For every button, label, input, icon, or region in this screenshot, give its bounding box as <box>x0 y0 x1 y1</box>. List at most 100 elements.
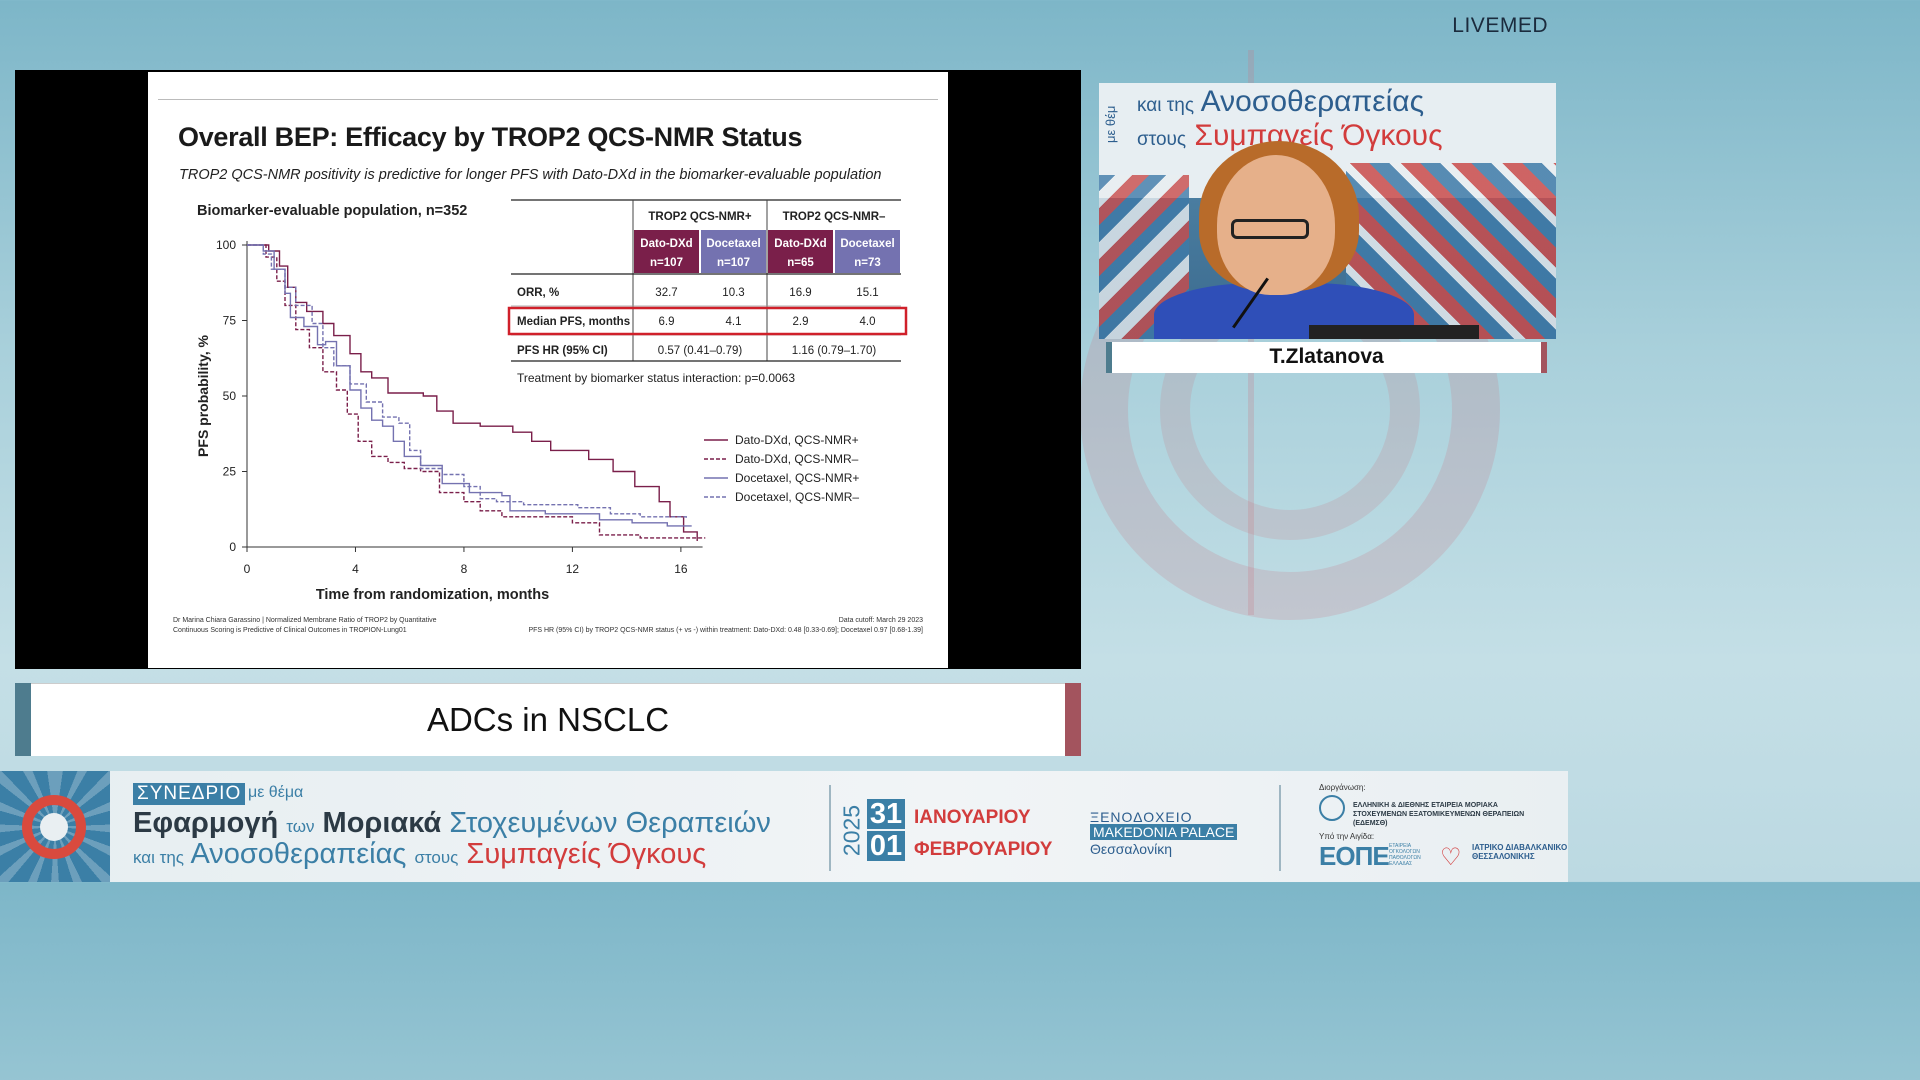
logo-med: MED <box>1499 14 1548 37</box>
date-day-start: 31 <box>867 799 905 829</box>
table-arm-header-bg <box>835 230 900 273</box>
x-tick-label: 4 <box>352 562 359 576</box>
table-row-label: ORR, % <box>517 287 559 299</box>
y-tick-label: 25 <box>223 465 237 479</box>
table-arm-n: n=107 <box>717 257 750 269</box>
date-month-end: ΦΕΒΡΟΥΑΡΙΟΥ <box>914 839 1053 860</box>
venue-city: Θεσσαλονίκη <box>1090 841 1172 857</box>
organizer-emblem-icon <box>1319 795 1345 821</box>
heart-icon: ♡ <box>1440 844 1462 871</box>
eope-subtitle: ΕΤΑΙΡΕΙΑ ΟΓΚΟΛΟΓΩΝ ΠΑΘΟΛΟΓΩΝ ΕΛΛΑΔΑΣ <box>1389 843 1421 867</box>
conference-tag-suffix: με θέμα <box>248 784 304 801</box>
population-label: Biomarker-evaluable population, n=352 <box>197 203 468 219</box>
venue-label: ΞΕΝΟΔΟΧΕΙΟ <box>1090 809 1193 825</box>
eope-logo: ΕΟΠΕ <box>1319 841 1390 871</box>
organizer-label: Διοργάνωση: <box>1319 783 1366 792</box>
session-topic: ADCs in NSCLC <box>426 701 670 738</box>
interaction-note: Treatment by biomarker status interactio… <box>517 371 795 385</box>
title-word-4: Στοχευμένων Θεραπειών <box>449 807 771 839</box>
video-backdrop-big1: Ανοσοθεραπείας <box>1200 85 1425 118</box>
x-tick-label: 0 <box>244 562 251 576</box>
speaker-face <box>1217 155 1335 295</box>
iatriko-logo-text: ΙΑΤΡΙΚΟ ΔΙΑΒΑΛΚΑΝΙΚΟ ΘΕΣΣΑΛΟΝΙΚΗΣ <box>1472 843 1568 861</box>
date-day-end: 01 <box>867 831 905 861</box>
auspices-label: Υπό την Αιγίδα: <box>1319 832 1375 841</box>
km-series-3 <box>247 244 692 527</box>
x-tick-label: 8 <box>461 562 468 576</box>
topic-bar: ADCs in NSCLC <box>15 683 1081 756</box>
banner-divider-2 <box>1279 785 1281 871</box>
table-arm-n: n=73 <box>854 257 881 269</box>
video-backdrop-line1: και της Ανοσοθεραπείας <box>1137 85 1424 119</box>
slide-rule <box>158 99 938 100</box>
table-arm-name: Dato-DXd <box>640 238 692 250</box>
logo-center <box>40 813 68 841</box>
table-arm-header-bg <box>768 230 833 273</box>
title-word-8: Συμπαγείς Όγκους <box>466 838 707 870</box>
legend-label: Dato-DXd, QCS-NMR+ <box>735 433 859 447</box>
video-backdrop-small1: και της <box>1137 95 1194 116</box>
speaker-name: T.Zlatanova <box>1269 345 1384 368</box>
speaker-video: και της Ανοσοθεραπείας στους Συμπαγείς Ό… <box>1099 83 1556 339</box>
table-group-header: TROP2 QCS-NMR– <box>783 211 886 223</box>
table-cell: 6.9 <box>659 316 675 328</box>
footer-hr-note: PFS HR (95% CI) by TROP2 QCS-NMR status … <box>528 627 923 634</box>
presentation-slide: Overall BEP: Efficacy by TROP2 QCS-NMR S… <box>148 72 948 668</box>
table-row-label: PFS HR (95% CI) <box>517 345 608 357</box>
table-group-header: TROP2 QCS-NMR+ <box>648 211 751 223</box>
table-arm-name: Docetaxel <box>706 238 760 250</box>
livemed-logo: LIVEMED <box>1452 14 1548 38</box>
table-cell: 10.3 <box>722 287 744 299</box>
title-word-1: Εφαρμογή <box>133 807 279 839</box>
video-backdrop-big2: Συμπαγείς Όγκους <box>1194 119 1443 152</box>
title-word-7: στους <box>414 848 459 867</box>
y-axis-title: PFS probability, % <box>195 335 211 457</box>
logo-ring <box>22 795 86 859</box>
video-backdrop-line2: στους Συμπαγείς Όγκους <box>1137 119 1443 153</box>
y-tick-label: 75 <box>223 314 237 328</box>
footer-citation: Dr Marina Chiara Garassino | Normalized … <box>173 617 437 634</box>
table-row-label: Median PFS, months <box>517 316 630 328</box>
organizer-name: ΕΛΛΗΝΙΚΗ & ΔΙΕΘΝΗΣ ΕΤΑΙΡΕΙΑ ΜΟΡΙΑΚΑ ΣΤΟΧ… <box>1353 802 1525 827</box>
table-arm-n: n=107 <box>650 257 683 269</box>
logo-live: LIVE <box>1452 14 1500 37</box>
podium <box>1309 325 1479 339</box>
legend-label: Dato-DXd, QCS-NMR– <box>735 452 859 466</box>
table-cell: 2.9 <box>793 316 809 328</box>
y-tick-label: 100 <box>216 238 236 252</box>
conference-logo-icon <box>0 771 110 882</box>
conference-banner: ΣΥΝΕΔΡΙΟ με θέμα Εφαρμογή των Μοριακά Στ… <box>0 771 1568 882</box>
table-cell: 32.7 <box>655 287 677 299</box>
data-cutoff: Data cutoff: March 29 2023 <box>838 617 923 624</box>
title-word-2: των <box>286 817 315 836</box>
conference-title-line2: και της Ανοσοθεραπείας στους Συμπαγείς Ό… <box>133 838 706 871</box>
table-cell: 1.16 (0.79–1.70) <box>792 345 877 357</box>
footer-notes: Data cutoff: March 29 2023 PFS HR (95% C… <box>523 616 923 636</box>
legend-label: Docetaxel, QCS-NMR+ <box>735 471 859 485</box>
km-chart: 0 25 50 75 100 0 4 8 12 16 Time from randomization… <box>195 199 908 603</box>
table-arm-name: Docetaxel <box>840 238 894 250</box>
conference-title-line1: Εφαρμογή των Μοριακά Στοχευμένων Θεραπει… <box>133 807 771 840</box>
table-cell: 15.1 <box>856 287 878 299</box>
title-word-5: και της <box>133 848 184 867</box>
km-series-1 <box>247 244 698 541</box>
conference-year: 2025 <box>838 804 865 857</box>
x-tick-label: 12 <box>566 562 580 576</box>
conference-tag: ΣΥΝΕΔΡΙΟ <box>133 783 246 805</box>
title-word-3: Μοριακά <box>322 807 442 839</box>
table-cell: 0.57 (0.41–0.79) <box>658 345 743 357</box>
slide-subtitle: TROP2 QCS-NMR positivity is predictive f… <box>179 167 882 183</box>
glasses-icon <box>1231 219 1309 239</box>
venue-name: MAKEDONIA PALACE <box>1090 824 1238 840</box>
x-tick-label: 16 <box>674 562 688 576</box>
y-tick-label: 50 <box>223 389 237 403</box>
title-word-6: Ανοσοθεραπείας <box>190 838 407 870</box>
legend-label: Docetaxel, QCS-NMR– <box>735 490 859 504</box>
banner-divider <box>829 785 831 871</box>
table-arm-header-bg <box>701 230 766 273</box>
slide-title: Overall BEP: Efficacy by TROP2 QCS-NMR S… <box>178 122 803 152</box>
video-backdrop-side: με θέμ <box>1103 105 1118 143</box>
table-arm-header-bg <box>634 230 699 273</box>
table-cell: 4.0 <box>860 316 876 328</box>
km-series-4 <box>247 244 687 520</box>
